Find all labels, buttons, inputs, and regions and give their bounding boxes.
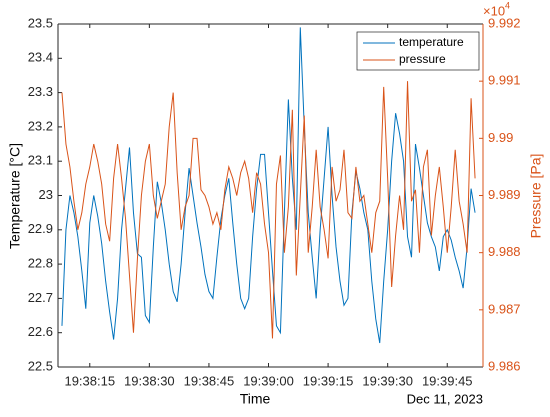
- y-tick-label: 22.8: [28, 256, 53, 271]
- y2-tick-label: 9.992: [488, 15, 521, 30]
- y2-axis-label: Pressure [Pa]: [528, 154, 544, 239]
- y-tick-label: 22.9: [28, 221, 53, 236]
- x-axis-label: Time: [240, 391, 271, 407]
- y2-tick-label: 9.988: [488, 244, 521, 259]
- y-tick-label: 23.1: [28, 153, 53, 168]
- y2-tick-label: 9.989: [488, 187, 521, 202]
- legend-label: temperature: [399, 35, 464, 49]
- y-tick-label: 23.3: [28, 84, 53, 99]
- series-line: [61, 27, 476, 344]
- y-axis-label: Temperature [°C]: [7, 143, 23, 249]
- plot-area: [58, 24, 483, 367]
- legend-box: [356, 31, 480, 71]
- y-tick-label: 23.5: [28, 15, 53, 30]
- series-line: [61, 81, 476, 339]
- y2-tick-label: 9.987: [488, 301, 521, 316]
- y-tick-label: 22.6: [28, 324, 53, 339]
- x-tick-label: 19:38:30: [124, 373, 175, 388]
- y2-tick-label: 9.991: [488, 73, 521, 88]
- x-tick-label: 19:39:45: [422, 373, 473, 388]
- x-date-label: Dec 11, 2023: [407, 391, 483, 406]
- y2-exponent-base: ×10: [483, 3, 505, 18]
- y2-exponent: 4: [505, 0, 510, 10]
- x-tick-label: 19:39:15: [303, 373, 354, 388]
- y-tick-label: 23.2: [28, 118, 53, 133]
- y2-tick-label: 9.986: [488, 358, 521, 373]
- y-tick-label: 23: [39, 187, 53, 202]
- x-tick-label: 19:39:30: [362, 373, 413, 388]
- y-tick-label: 22.5: [28, 358, 53, 373]
- y-tick-label: 23.4: [28, 50, 53, 65]
- x-tick-label: 19:38:45: [184, 373, 235, 388]
- y2-tick-label: 9.99: [488, 130, 513, 145]
- legend-label: pressure: [399, 52, 446, 66]
- y-tick-label: 22.7: [28, 290, 53, 305]
- x-tick-label: 19:38:15: [64, 373, 115, 388]
- x-tick-label: 19:39:00: [243, 373, 294, 388]
